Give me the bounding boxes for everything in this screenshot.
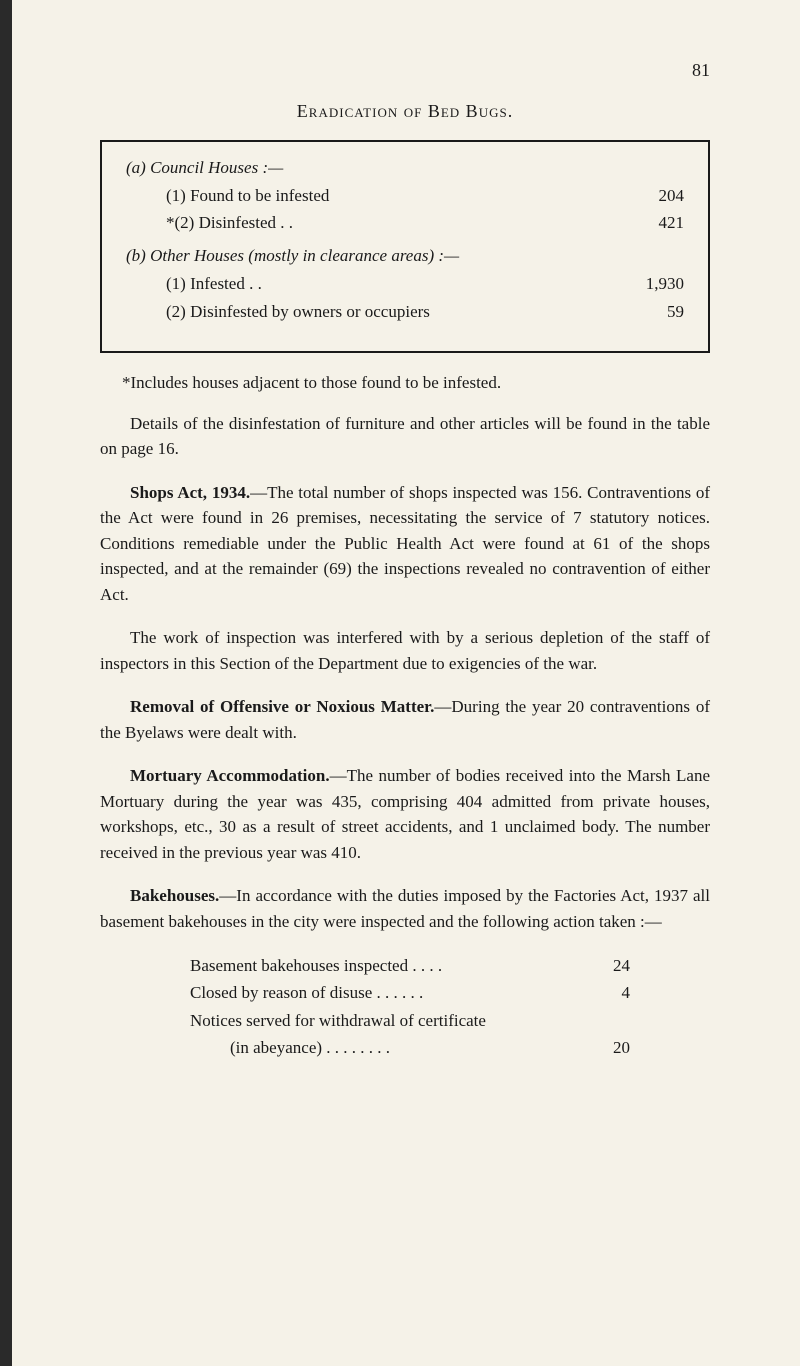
paragraph-removal: Removal of Offensive or Noxious Matter.—… <box>100 694 710 745</box>
row-dots <box>262 270 624 297</box>
bold-heading: Mortuary Accommodation. <box>130 766 330 785</box>
list-label: Basement bakehouses inspected . . . . <box>190 952 590 979</box>
list-value: 4 <box>590 979 630 1006</box>
paragraph-bakehouses: Bakehouses.—In accordance with the dutie… <box>100 883 710 934</box>
eradication-table: (a) Council Houses :— (1) Found to be in… <box>100 140 710 353</box>
section-heading: Eradication of Bed Bugs. <box>100 101 710 122</box>
table-header-b: (b) Other Houses (mostly in clearance ar… <box>126 246 684 266</box>
paragraph-shops-act: Shops Act, 1934.—The total number of sho… <box>100 480 710 608</box>
row-label: (1) Found to be infested <box>166 182 329 209</box>
list-value: 20 <box>590 1034 630 1061</box>
page-number: 81 <box>100 60 710 81</box>
row-dots <box>329 182 624 209</box>
row-label: *(2) Disinfested . . <box>166 209 293 236</box>
list-item: Closed by reason of disuse . . . . . . 4 <box>190 979 710 1006</box>
list-item: Basement bakehouses inspected . . . . 24 <box>190 952 710 979</box>
row-value: 1,930 <box>624 270 684 297</box>
left-edge-bar <box>0 0 12 1366</box>
table-row: (2) Disinfested by owners or occupiers 5… <box>126 298 684 325</box>
table-section-a: (a) Council Houses :— (1) Found to be in… <box>126 158 684 236</box>
footnote: *Includes houses adjacent to those found… <box>100 373 710 393</box>
bold-heading: Removal of Offensive or Noxious Matter. <box>130 697 434 716</box>
table-header-a: (a) Council Houses :— <box>126 158 684 178</box>
row-label: (1) Infested . . <box>166 270 262 297</box>
row-dots <box>430 298 624 325</box>
list-item: (in abeyance) . . . . . . . . 20 <box>190 1034 710 1061</box>
bold-heading: Shops Act, 1934. <box>130 483 250 502</box>
table-row: (1) Found to be infested 204 <box>126 182 684 209</box>
paragraph-mortuary: Mortuary Accommodation.—The number of bo… <box>100 763 710 865</box>
paragraph-inspection: The work of inspection was interfered wi… <box>100 625 710 676</box>
bakehouse-list: Basement bakehouses inspected . . . . 24… <box>190 952 710 1061</box>
row-value: 59 <box>624 298 684 325</box>
bold-heading: Bakehouses. <box>130 886 219 905</box>
row-value: 421 <box>624 209 684 236</box>
row-dots <box>293 209 624 236</box>
paragraph-details: Details of the disinfestation of furnitu… <box>100 411 710 462</box>
list-item: Notices served for withdrawal of certifi… <box>190 1007 710 1034</box>
table-row: *(2) Disinfested . . 421 <box>126 209 684 236</box>
list-value <box>590 1007 630 1034</box>
table-section-b: (b) Other Houses (mostly in clearance ar… <box>126 246 684 324</box>
table-row: (1) Infested . . 1,930 <box>126 270 684 297</box>
list-label: Closed by reason of disuse . . . . . . <box>190 979 590 1006</box>
list-label: (in abeyance) . . . . . . . . <box>190 1034 590 1061</box>
row-label: (2) Disinfested by owners or occupiers <box>166 298 430 325</box>
list-value: 24 <box>590 952 630 979</box>
row-value: 204 <box>624 182 684 209</box>
list-label: Notices served for withdrawal of certifi… <box>190 1007 590 1034</box>
